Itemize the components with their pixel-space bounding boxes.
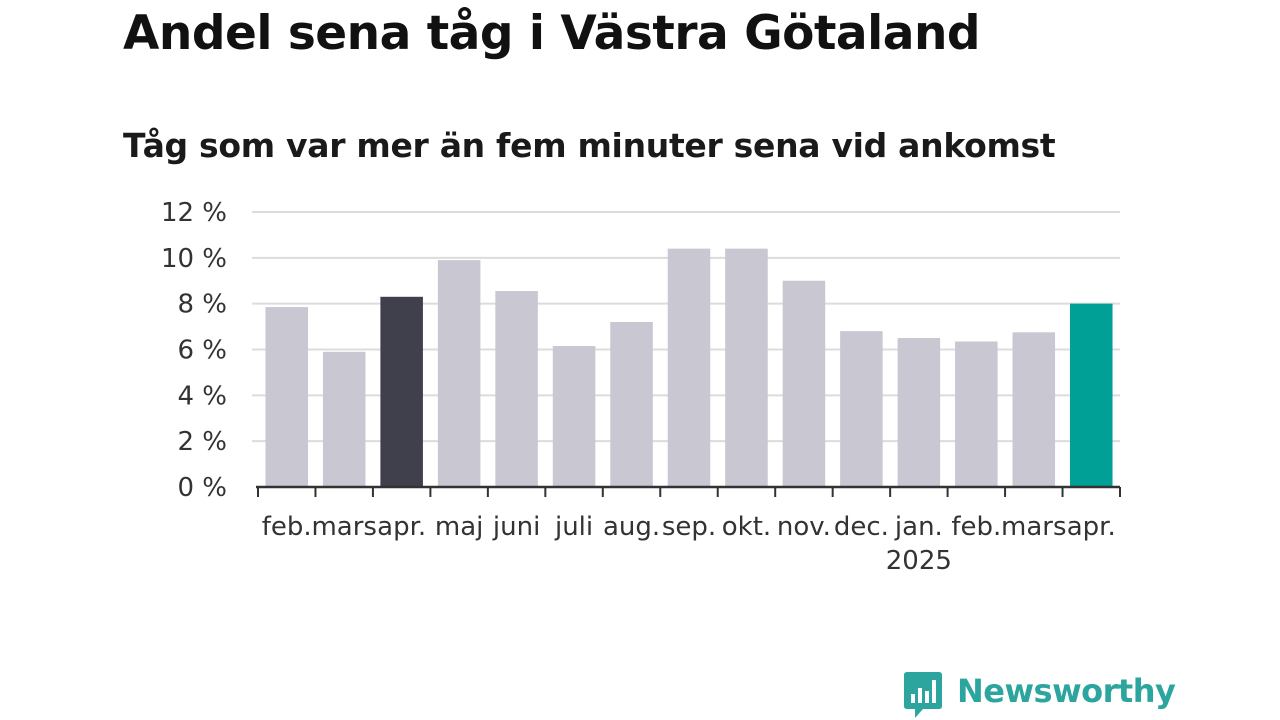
x-tick-label: nov. bbox=[777, 512, 831, 542]
bars bbox=[265, 248, 1113, 487]
x-tick-label: feb. bbox=[951, 512, 1001, 542]
x-tick-label: dec. bbox=[834, 512, 889, 542]
x-tick-label: apr. bbox=[1067, 512, 1116, 542]
bar bbox=[322, 351, 366, 487]
bar bbox=[667, 248, 711, 487]
y-tick-label: 12 % bbox=[161, 198, 227, 228]
y-tick-label: 2 % bbox=[177, 427, 227, 457]
bar bbox=[782, 280, 826, 487]
y-tick-label: 4 % bbox=[177, 381, 227, 411]
y-tick-label: 8 % bbox=[177, 290, 227, 320]
x-tick-label: mars bbox=[311, 512, 377, 542]
bar bbox=[1012, 332, 1056, 487]
bar bbox=[610, 322, 653, 487]
bar bbox=[725, 248, 768, 487]
x-tick-label: mars bbox=[1001, 512, 1067, 542]
x-year-label: 2025 bbox=[886, 546, 952, 576]
bar bbox=[380, 296, 423, 487]
x-tick-label: apr. bbox=[377, 512, 426, 542]
y-tick-label: 6 % bbox=[177, 336, 227, 366]
y-tick-label: 10 % bbox=[161, 244, 227, 274]
chart-subtitle: Tåg som var mer än fem minuter sena vid … bbox=[123, 126, 1056, 165]
bar bbox=[955, 341, 998, 487]
x-tick-label: okt. bbox=[722, 512, 771, 542]
x-axis-labels: feb. mars apr. maj juni juli aug. sep. okt. nov. d… bbox=[262, 512, 1116, 576]
x-tick-label: jan. bbox=[894, 512, 943, 542]
x-tick-label: juni bbox=[492, 512, 540, 542]
bar bbox=[840, 331, 883, 487]
x-tick-label: aug. bbox=[603, 512, 660, 542]
bar bbox=[552, 346, 596, 487]
brand-name: Newsworthy bbox=[957, 672, 1176, 710]
chart-title: Andel sena tåg i Västra Götaland bbox=[123, 6, 981, 61]
bar bbox=[897, 338, 941, 487]
bar-chart-speech-bubble-icon bbox=[904, 672, 942, 718]
y-tick-label: 0 % bbox=[177, 473, 227, 503]
x-axis bbox=[256, 485, 1121, 497]
bar bbox=[265, 307, 308, 487]
y-axis-ticks: 0 % 2 % 4 % 6 % 8 % 10 % 12 % bbox=[161, 198, 227, 503]
brand-logo: Newsworthy bbox=[903, 670, 1176, 720]
x-tick-label: feb. bbox=[262, 512, 312, 542]
x-tick-label: maj bbox=[435, 512, 483, 542]
bar bbox=[495, 291, 538, 487]
x-tick-label: sep. bbox=[662, 512, 716, 542]
bar bbox=[1070, 303, 1113, 487]
bar bbox=[437, 260, 481, 487]
bar-chart: 0 %2 %4 %6 %8 %10 %12 % feb. mars apr. maj j… bbox=[161, 198, 1121, 576]
x-tick-label: juli bbox=[554, 512, 593, 542]
